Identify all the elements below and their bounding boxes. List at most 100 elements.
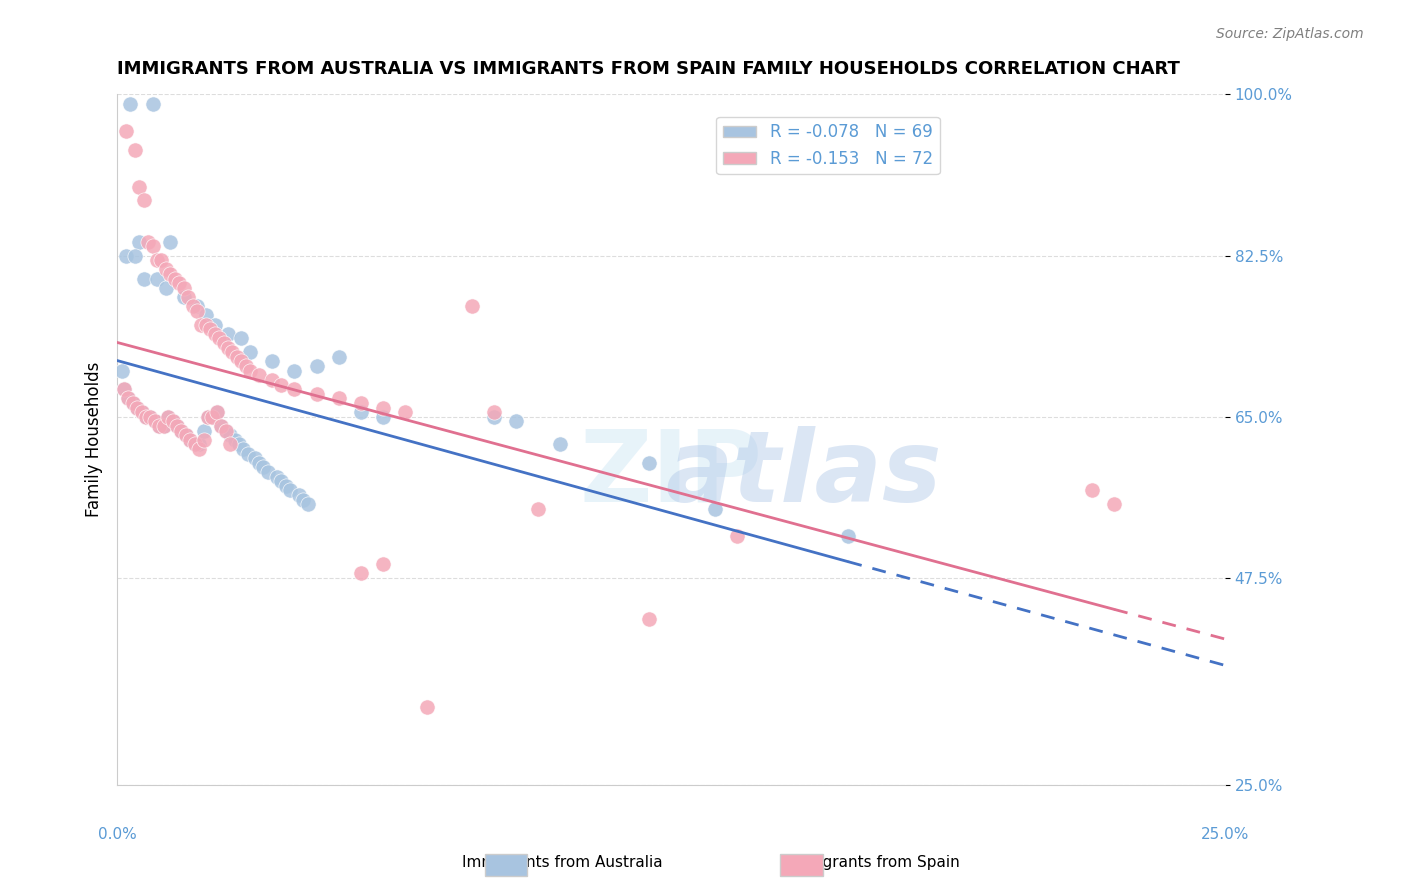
Point: [148, 419, 170, 434]
Point: [288, 488, 311, 502]
Point: [131, 405, 153, 419]
Point: [139, 409, 162, 424]
Point: [155, 281, 177, 295]
Point: [146, 271, 169, 285]
Point: [209, 419, 232, 434]
Text: 0.0%: 0.0%: [98, 827, 136, 841]
Point: [174, 428, 197, 442]
Point: [1081, 483, 1104, 498]
Point: [135, 409, 157, 424]
Point: [727, 529, 749, 543]
Point: [209, 419, 232, 434]
Point: [201, 409, 224, 424]
Point: [243, 451, 266, 466]
Point: [157, 409, 180, 424]
Point: [159, 267, 181, 281]
Point: [527, 501, 550, 516]
Point: [117, 392, 139, 406]
Point: [197, 409, 219, 424]
Point: [256, 465, 278, 479]
Point: [132, 194, 155, 208]
Point: [143, 414, 166, 428]
Y-axis label: Family Households: Family Households: [86, 362, 103, 517]
Point: [215, 424, 238, 438]
Point: [219, 428, 242, 442]
Point: [173, 281, 195, 295]
Point: [204, 318, 226, 332]
Point: [127, 401, 149, 415]
Point: [837, 529, 859, 543]
Point: [371, 557, 394, 571]
Point: [115, 124, 138, 138]
Point: [270, 474, 292, 488]
Point: [142, 239, 165, 253]
Point: [193, 424, 215, 438]
Point: [131, 405, 153, 419]
Text: 25.0%: 25.0%: [1201, 827, 1249, 841]
Point: [217, 326, 239, 341]
Point: [183, 437, 205, 451]
Text: Immigrants from Spain: Immigrants from Spain: [785, 855, 960, 870]
Point: [305, 386, 328, 401]
Point: [350, 396, 373, 410]
Point: [371, 401, 394, 415]
Text: ZIP: ZIP: [579, 425, 762, 523]
Point: [148, 419, 170, 434]
Point: [205, 405, 228, 419]
Point: [121, 396, 143, 410]
Legend: R = -0.078   N = 69, R = -0.153   N = 72: R = -0.078 N = 69, R = -0.153 N = 72: [717, 117, 939, 174]
Point: [115, 249, 138, 263]
Point: [283, 364, 305, 378]
Point: [120, 96, 142, 111]
Point: [212, 336, 235, 351]
Point: [297, 497, 319, 511]
Point: [166, 419, 188, 434]
Point: [247, 456, 270, 470]
Point: [112, 382, 135, 396]
Point: [236, 447, 259, 461]
Point: [638, 612, 661, 626]
Point: [124, 143, 146, 157]
Point: [128, 179, 150, 194]
Point: [174, 428, 197, 442]
Point: [225, 350, 247, 364]
Point: [127, 401, 149, 415]
Point: [274, 479, 297, 493]
Point: [162, 414, 184, 428]
Point: [181, 299, 204, 313]
Point: [235, 359, 257, 373]
Point: [194, 309, 217, 323]
Point: [146, 253, 169, 268]
Point: [252, 460, 274, 475]
Text: Source: ZipAtlas.com: Source: ZipAtlas.com: [1216, 27, 1364, 41]
Point: [121, 396, 143, 410]
Point: [505, 414, 527, 428]
Point: [124, 249, 146, 263]
Point: [163, 271, 186, 285]
Point: [155, 262, 177, 277]
Point: [183, 437, 205, 451]
Point: [152, 419, 174, 434]
Point: [177, 290, 200, 304]
Point: [232, 442, 254, 456]
Point: [200, 322, 222, 336]
Point: [278, 483, 301, 498]
Point: [350, 566, 373, 581]
Point: [204, 326, 226, 341]
Point: [159, 235, 181, 249]
Point: [135, 409, 157, 424]
Point: [231, 331, 253, 345]
Point: [262, 373, 284, 387]
Point: [112, 382, 135, 396]
Point: [215, 424, 238, 438]
Point: [170, 424, 193, 438]
Point: [117, 392, 139, 406]
Point: [328, 392, 350, 406]
Point: [173, 290, 195, 304]
Point: [190, 318, 212, 332]
Point: [197, 409, 219, 424]
Point: [167, 277, 190, 291]
Point: [548, 437, 571, 451]
Point: [283, 382, 305, 396]
Text: atlas: atlas: [665, 425, 942, 523]
